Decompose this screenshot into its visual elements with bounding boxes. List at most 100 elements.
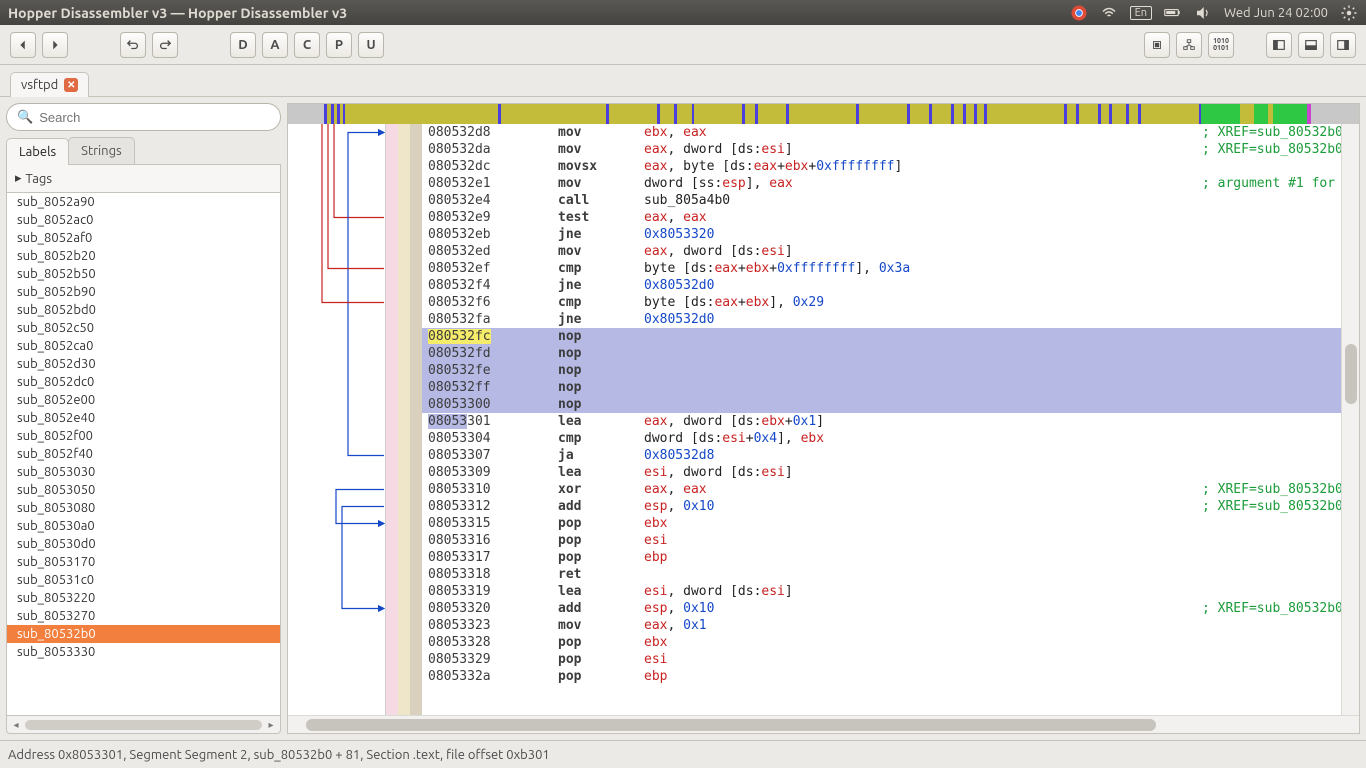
disasm-row[interactable]: 08053320add; XREF=sub_80532b0+59esp, 0x1… [422,600,1341,617]
disasm-row[interactable]: 080532e9testeax, eax [422,209,1341,226]
label-row[interactable]: sub_8052d30 [7,355,280,373]
battery-icon[interactable] [1164,4,1182,22]
label-row[interactable]: sub_80530d0 [7,535,280,553]
keyboard-indicator[interactable]: En [1130,6,1152,20]
disasm-row[interactable]: 080532fenop [422,362,1341,379]
label-row[interactable]: sub_8052af0 [7,229,280,247]
graph-icon[interactable] [1176,32,1202,58]
navigation-strip[interactable] [288,104,1359,124]
tab-strings[interactable]: Strings [68,137,135,164]
tab-labels[interactable]: Labels [6,138,69,165]
disasm-row[interactable]: 08053316popesi [422,532,1341,549]
disasm-row[interactable]: 080532damov; XREF=sub_80532b0+23eax, dwo… [422,141,1341,158]
mode-button-p[interactable]: P [326,32,352,58]
search-box[interactable]: 🔍 [6,103,281,131]
disasm-row[interactable]: 080532fajne0x80532d0 [422,311,1341,328]
disasm-row[interactable]: 08053315popebx [422,515,1341,532]
disasm-row[interactable]: 08053328popebx [422,634,1341,651]
label-row[interactable]: sub_8052f40 [7,445,280,463]
panel-left-icon[interactable] [1266,32,1292,58]
volume-icon[interactable] [1194,4,1212,22]
disasm-row[interactable]: 08053312add; XREF=sub_80532b0+25esp, 0x1… [422,498,1341,515]
label-row[interactable]: sub_8052f00 [7,427,280,445]
disasm-row[interactable]: 08053319leaesi, dword [ds:esi] [422,583,1341,600]
disasm-row[interactable]: 08053300nop [422,396,1341,413]
disasm-row[interactable]: 080532fdnop [422,345,1341,362]
side-gutter-2 [398,124,410,715]
disasm-row[interactable]: 08053309leaesi, dword [ds:esi] [422,464,1341,481]
label-row[interactable]: sub_8052e00 [7,391,280,409]
disasm-row[interactable]: 080532d8mov; XREF=sub_80532b0+87ebx, eax [422,124,1341,141]
label-row[interactable]: sub_8052dc0 [7,373,280,391]
close-icon[interactable]: ✕ [64,78,78,92]
label-row[interactable]: sub_8053330 [7,643,280,661]
scroll-left-icon[interactable]: ◂ [9,718,23,732]
label-row[interactable]: sub_8052b20 [7,247,280,265]
label-row[interactable]: sub_8052b90 [7,283,280,301]
disasm-row[interactable]: 080532dcmovsxeax, byte [ds:eax+ebx+0xfff… [422,158,1341,175]
disasm-row[interactable]: 080532e4callsub_805a4b0 [422,192,1341,209]
panel-right-icon[interactable] [1330,32,1356,58]
disasm-row[interactable]: 080532e1mov; argument #1 for method sub_… [422,175,1341,192]
label-row[interactable]: sub_80531c0 [7,571,280,589]
chrome-icon[interactable] [1070,4,1088,22]
disasm-row[interactable]: 08053329popesi [422,651,1341,668]
label-row[interactable]: sub_8052c50 [7,319,280,337]
scroll-thumb[interactable] [1345,344,1357,404]
mode-button-a[interactable]: A [262,32,288,58]
hex-icon[interactable]: 10100101 [1208,32,1234,58]
scroll-right-icon[interactable]: ▸ [264,718,278,732]
disasm-row[interactable]: 080532edmoveax, dword [ds:esi] [422,243,1341,260]
mode-button-c[interactable]: C [294,32,320,58]
disasm-hscroll[interactable] [288,715,1359,733]
scroll-thumb[interactable] [25,720,262,730]
redo-button[interactable] [152,32,178,58]
disasm-row[interactable]: 080532f4jne0x80532d0 [422,277,1341,294]
label-row[interactable]: sub_8053170 [7,553,280,571]
label-row[interactable]: sub_8053270 [7,607,280,625]
mode-button-d[interactable]: D [230,32,256,58]
sidebar-hscroll[interactable]: ◂ ▸ [6,716,281,734]
undo-button[interactable] [120,32,146,58]
disasm-row[interactable]: 0805332apopebp [422,668,1341,685]
disasm-row[interactable]: 08053323moveax, 0x1 [422,617,1341,634]
label-row[interactable]: sub_8053050 [7,481,280,499]
disasm-row[interactable]: 08053318ret [422,566,1341,583]
disasm-row[interactable]: 080532ffnop [422,379,1341,396]
nav-forward-button[interactable] [42,32,68,58]
disasm-row[interactable]: 08053304cmpdword [ds:esi+0x4], ebx [422,430,1341,447]
label-row[interactable]: sub_8053030 [7,463,280,481]
disasm-row[interactable]: 080532f6cmpbyte [ds:eax+ebx], 0x29 [422,294,1341,311]
label-row[interactable]: sub_80532b0 [7,625,280,643]
label-row[interactable]: sub_8052bd0 [7,301,280,319]
nav-back-button[interactable] [10,32,36,58]
disasm-vscroll[interactable] [1341,124,1359,715]
gear-icon[interactable] [1340,4,1358,22]
tags-disclosure[interactable]: ▸ Tags [6,165,281,193]
disasm-row[interactable]: 080532ebjne0x8053320 [422,226,1341,243]
label-row[interactable]: sub_8053080 [7,499,280,517]
cpu-icon[interactable] [1144,32,1170,58]
label-row[interactable]: sub_8053220 [7,589,280,607]
disasm-row[interactable]: 08053317popebp [422,549,1341,566]
disasm-row[interactable]: 08053301leaeax, dword [ds:ebx+0x1] [422,413,1341,430]
mode-button-u[interactable]: U [358,32,384,58]
disasm-row[interactable]: 080532efcmpbyte [ds:eax+ebx+0xffffffff],… [422,260,1341,277]
scroll-thumb[interactable] [306,719,1156,731]
disasm-row[interactable]: 08053310xor; XREF=sub_80532b0+38eax, eax [422,481,1341,498]
search-input[interactable] [39,110,270,125]
document-tab[interactable]: vsftpd ✕ [10,72,89,97]
disassembly-listing[interactable]: 080532d8mov; XREF=sub_80532b0+87ebx, eax… [422,124,1341,715]
label-row[interactable]: sub_8052b50 [7,265,280,283]
disasm-row[interactable]: 080532fcnop [422,328,1341,345]
label-row[interactable]: sub_8052ca0 [7,337,280,355]
label-row[interactable]: sub_8052ac0 [7,211,280,229]
wifi-icon[interactable] [1100,4,1118,22]
label-row[interactable]: sub_8052e40 [7,409,280,427]
label-row[interactable]: sub_80530a0 [7,517,280,535]
labels-list[interactable]: sub_8052a90sub_8052ac0sub_8052af0sub_805… [6,193,281,716]
panel-bottom-icon[interactable] [1298,32,1324,58]
disasm-row[interactable]: 08053307ja0x80532d8 [422,447,1341,464]
clock[interactable]: Wed Jun 24 02:00 [1224,6,1328,20]
label-row[interactable]: sub_8052a90 [7,193,280,211]
